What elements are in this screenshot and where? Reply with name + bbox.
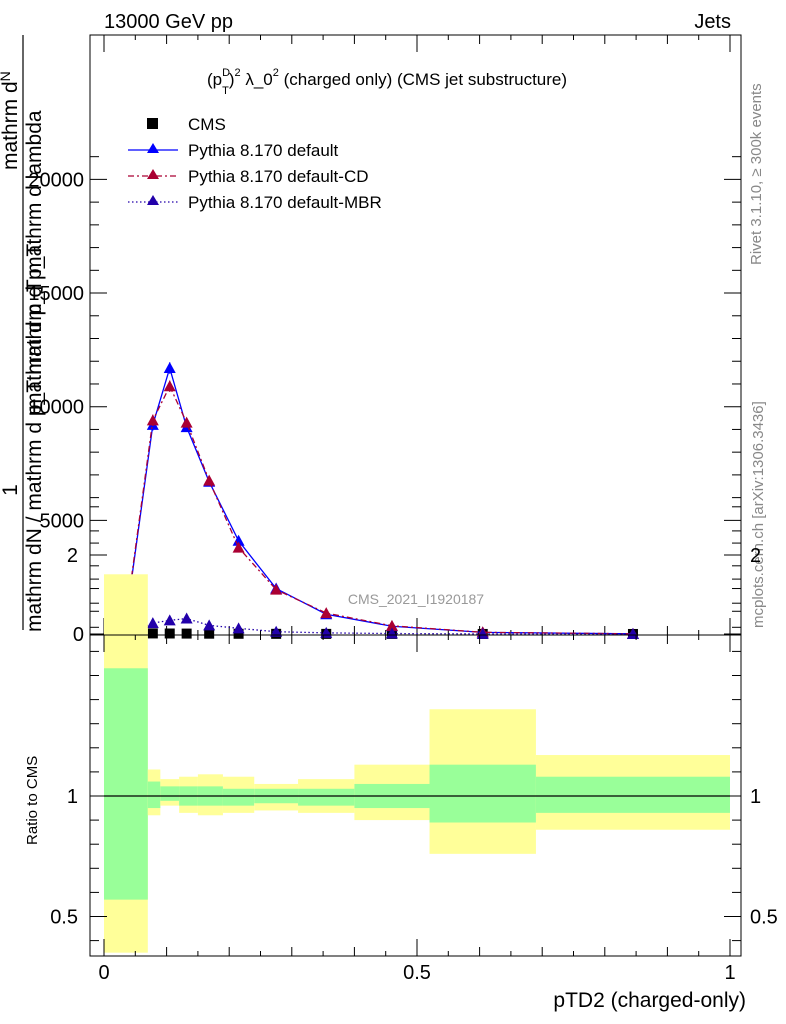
main-title: (pD T)2 λ_02 (charged only) (CMS jet subs… (207, 67, 567, 97)
legend-default-label: Pythia 8.170 default (188, 141, 339, 160)
series-mbr-point (203, 619, 216, 631)
legend-cms-marker (147, 118, 158, 129)
series-cd-point (146, 414, 159, 426)
main-y-axis-label: 1 mathrm dN / mathrm d p_T mathrm d p_T … (0, 35, 46, 632)
series-cd-line (127, 384, 633, 635)
ratio-band-inner (160, 786, 180, 801)
ratio-y-tick-label-right: 2 (750, 545, 761, 567)
legend-mbr-marker (147, 195, 159, 205)
series-cms-point (233, 628, 244, 639)
ratio-y-tick-label-right: 1 (750, 786, 761, 808)
series-cd-point (385, 619, 398, 631)
y-label-one: 1 (0, 484, 22, 496)
ratio-band-inner (429, 764, 536, 823)
x-tick-label: 1 (724, 962, 735, 984)
x-axis-label: pTD2 (charged-only) (553, 989, 746, 1012)
legend-cms-label: CMS (188, 115, 226, 134)
series-cd-point (320, 607, 333, 619)
ratio-y-tick-label: 2 (67, 545, 78, 567)
ratio-band-inner (222, 788, 255, 806)
ratio-y-tick-label: 1 (67, 786, 78, 808)
rivet-version-text: Rivet 3.1.10, ≥ 300k events (748, 83, 765, 265)
series-cd-point (203, 474, 216, 486)
analysis-watermark: CMS_2021_I1920187 (348, 591, 484, 607)
ratio-panel-ticks: 0.5 0.5 1 1 2 2 0 0.5 1 (50, 506, 778, 984)
series-default-point (232, 534, 245, 546)
series-cd-point (232, 541, 245, 553)
legend-default-marker (147, 143, 159, 153)
main-y-tick-label: 15000 (28, 283, 84, 305)
series-cms-point (181, 628, 192, 639)
series-default-point (163, 362, 176, 374)
ratio-y-axis-label: Ratio to CMS (24, 756, 41, 845)
series-mbr-point (385, 627, 398, 639)
header-right: Jets (694, 11, 731, 33)
legend-cd-marker (147, 169, 159, 179)
series-cms-point (204, 628, 215, 639)
series-mbr-point (180, 612, 193, 624)
ratio-y-tick-label-right: 0.5 (750, 907, 778, 929)
series-mbr-point (146, 617, 159, 629)
ratio-band-inner (535, 776, 730, 813)
ratio-band-inner (147, 781, 161, 809)
series-cd-point (163, 380, 176, 392)
y-label-num: mathrm dN (0, 71, 22, 170)
series-cd-point (180, 416, 193, 428)
x-tick-label: 0.5 (403, 962, 431, 984)
ratio-bands-group (104, 574, 730, 953)
series-cd-point (270, 583, 283, 595)
legend-cd-label: Pythia 8.170 default-CD (188, 167, 369, 186)
header-left: 13000 GeV pp (104, 11, 233, 33)
legend: CMS Pythia 8.170 default Pythia 8.170 de… (128, 115, 382, 212)
series-mbr-line (127, 617, 633, 635)
ratio-y-tick-label: 0.5 (50, 907, 78, 929)
main-y-tick-label: 5000 (40, 510, 85, 532)
main-y-tick-label: 0 (73, 624, 84, 646)
main-panel-ticks: 0 5000 10000 15000 20000 (28, 35, 741, 646)
mcplots-reference-text: mcplots.cern.ch [arXiv:1306.3436] (750, 401, 767, 628)
ratio-band-inner (104, 668, 148, 900)
series-cms-point (147, 628, 158, 639)
series-mbr-point (270, 625, 283, 637)
main-y-tick-label: 20000 (28, 169, 84, 191)
main-y-tick-label: 10000 (28, 397, 84, 419)
series-cms-point (164, 628, 175, 639)
ratio-band-inner (298, 788, 355, 806)
x-tick-label: 0 (98, 962, 109, 984)
y-label-den2: mathrm d p_T mathrm d lambda (23, 110, 46, 410)
legend-mbr-label: Pythia 8.170 default-MBR (188, 193, 382, 212)
series-mbr-point (232, 622, 245, 634)
y-label-den: mathrm dN / mathrm d p_T mathrm d p_T (23, 244, 46, 632)
series-mbr-point (163, 614, 176, 626)
